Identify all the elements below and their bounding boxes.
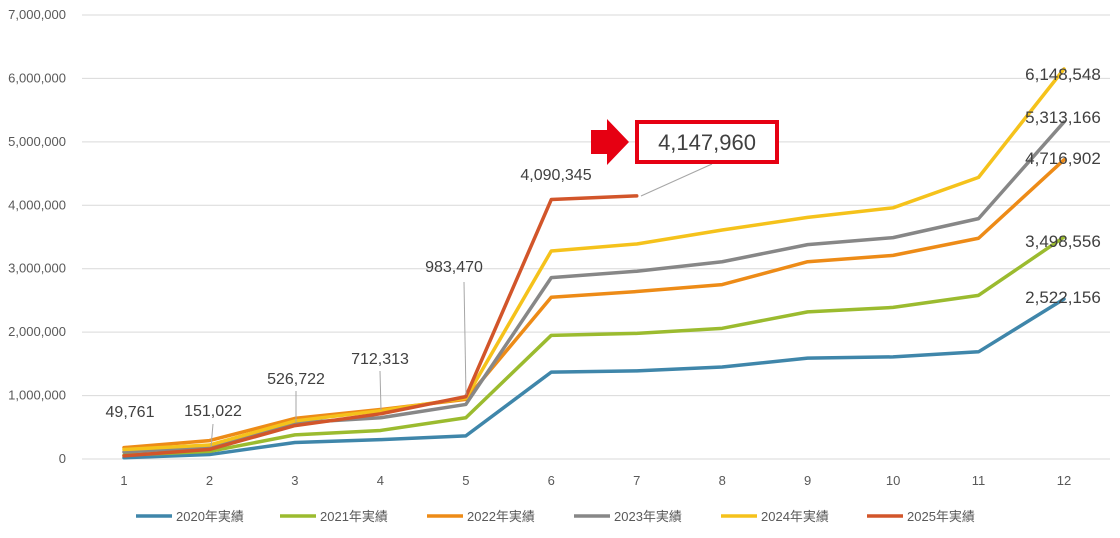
legend-item: 2021年実績: [280, 509, 388, 524]
legend-item: 2020年実績: [136, 509, 244, 524]
legend-label: 2024年実績: [761, 509, 829, 524]
legend-item: 2023年実績: [574, 509, 682, 524]
end-value-label: 5,313,166: [1025, 108, 1101, 127]
x-tick-label: 7: [633, 473, 640, 488]
label-leader-line: [210, 423, 214, 448]
series-line-2021年実績: [122, 235, 1066, 457]
point-value-label: 4,090,345: [520, 167, 591, 184]
x-tick-label: 10: [886, 473, 900, 488]
x-tick-label: 4: [377, 473, 384, 488]
data-labels: 2,522,156 3,498,556 4,716,902 5,313,166 6,14…: [106, 65, 1101, 448]
y-tick-label: 1,000,000: [8, 388, 66, 403]
series-line-2020年実績: [122, 297, 1066, 460]
point-value-label: 151,022: [184, 403, 242, 420]
series-lines: [122, 67, 1066, 460]
point-value-label: 49,761: [106, 404, 155, 421]
x-tick-label: 2: [206, 473, 213, 488]
x-tick-label: 1: [120, 473, 127, 488]
end-value-label: 6,148,548: [1025, 65, 1101, 84]
x-tick-label: 11: [972, 473, 986, 488]
red-arrow-icon: [591, 119, 629, 165]
x-tick-label: 12: [1057, 473, 1071, 488]
x-tick-label: 6: [548, 473, 555, 488]
legend: 2020年実績 2021年実績 2022年実績 2023年実績 2024年実績 2025年…: [136, 509, 975, 524]
x-tick-label: 8: [719, 473, 726, 488]
series-line-2024年実績: [122, 67, 1066, 452]
y-tick-label: 7,000,000: [8, 7, 66, 22]
y-tick-label: 5,000,000: [8, 134, 66, 149]
legend-item: 2022年実績: [427, 509, 535, 524]
callout-value: 4,147,960: [658, 130, 756, 155]
end-value-label: 2,522,156: [1025, 288, 1101, 307]
point-value-label: 712,313: [351, 351, 409, 368]
legend-label: 2020年実績: [176, 509, 244, 524]
legend-label: 2022年実績: [467, 509, 535, 524]
y-tick-label: 3,000,000: [8, 261, 66, 276]
x-tick-label: 5: [462, 473, 469, 488]
y-axis: 0 1,000,000 2,000,000 3,000,000 4,000,000 5,0…: [8, 7, 66, 466]
callout-box: [635, 120, 779, 164]
end-value-label: 4,716,902: [1025, 149, 1101, 168]
series-line-2025年実績: [122, 194, 639, 458]
label-leader-line: [463, 281, 467, 396]
legend-label: 2025年実績: [907, 509, 975, 524]
series-line-2022年実績: [122, 158, 1066, 450]
end-value-label: 3,498,556: [1025, 232, 1101, 251]
series-line-2023年実績: [122, 120, 1066, 454]
point-value-label: 526,722: [267, 371, 325, 388]
y-tick-label: 0: [59, 451, 66, 466]
x-tick-label: 3: [291, 473, 298, 488]
legend-item: 2024年実績: [721, 509, 829, 524]
legend-label: 2023年実績: [614, 509, 682, 524]
callout: 4,147,960: [591, 119, 779, 197]
point-value-label: 983,470: [425, 259, 483, 276]
y-tick-label: 4,000,000: [8, 197, 66, 212]
legend-label: 2021年実績: [320, 509, 388, 524]
y-tick-label: 2,000,000: [8, 324, 66, 339]
legend-item: 2025年実績: [867, 509, 975, 524]
label-leader-line: [379, 370, 382, 411]
x-axis: 1 2 3 4 5 6 7 8 9 10 11 12: [120, 473, 1071, 488]
callout-leader-line: [640, 163, 713, 197]
gridlines: [82, 14, 1110, 460]
y-tick-label: 6,000,000: [8, 70, 66, 85]
x-tick-label: 9: [804, 473, 811, 488]
